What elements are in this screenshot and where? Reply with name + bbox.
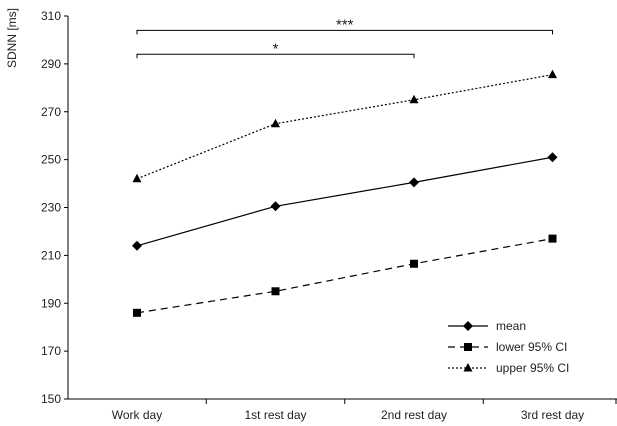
legend-item: lower 95% CI — [448, 340, 567, 354]
series-line — [136, 238, 553, 314]
significance-bracket: *** — [136, 16, 553, 35]
legend-marker — [463, 363, 473, 372]
y-tick-label: 310 — [41, 9, 61, 23]
data-point — [132, 240, 142, 251]
data-point — [410, 259, 418, 268]
x-tick-label: 1st rest day — [244, 408, 306, 422]
y-tick-label: 250 — [41, 153, 61, 167]
legend-marker — [463, 321, 473, 331]
data-point — [270, 201, 281, 212]
legend-label: upper 95% CI — [496, 361, 569, 375]
y-tick-label: 230 — [41, 201, 61, 215]
y-tick-label: 210 — [41, 248, 61, 262]
series-layer — [132, 69, 558, 317]
legend-item: mean — [448, 319, 526, 333]
series-upper-95-ci — [132, 69, 557, 183]
y-tick-label: 270 — [41, 105, 61, 119]
legend-marker — [464, 343, 472, 351]
series-lower-95-ci — [133, 234, 557, 317]
legend-label: lower 95% CI — [496, 340, 567, 354]
significance-annotations: **** — [136, 16, 553, 59]
significance-bracket: * — [136, 40, 415, 59]
data-point — [548, 69, 557, 79]
data-point — [133, 308, 141, 317]
y-tick-label: 290 — [41, 57, 61, 71]
data-point — [547, 152, 558, 163]
bracket-line — [136, 53, 415, 59]
legend-label: mean — [496, 319, 526, 333]
data-point — [548, 234, 557, 243]
axes: 150 170 190 210 230 250 270 290 310 SDNN [ms] Work… — [5, 8, 617, 422]
y-tick-label: 190 — [41, 296, 61, 310]
data-point — [271, 118, 280, 128]
bracket-line — [136, 29, 553, 35]
data-point — [271, 287, 280, 296]
data-point — [409, 94, 419, 104]
y-axis-label: SDNN [ms] — [5, 8, 19, 68]
legend: mean lower 95% CI upper 95% CI — [448, 319, 569, 375]
data-point — [132, 173, 142, 183]
x-tick-label: 2nd rest day — [381, 408, 447, 422]
significance-label: * — [273, 40, 279, 57]
series-mean — [132, 152, 558, 251]
data-point — [409, 177, 419, 188]
series-line — [136, 156, 553, 247]
series-line — [136, 74, 553, 180]
y-tick-label: 150 — [41, 392, 61, 406]
legend-item: upper 95% CI — [448, 361, 569, 375]
significance-label: *** — [336, 16, 354, 33]
x-tick-label: Work day — [112, 408, 162, 422]
x-tick-label: 3rd rest day — [521, 408, 584, 422]
y-tick-label: 170 — [41, 344, 61, 358]
